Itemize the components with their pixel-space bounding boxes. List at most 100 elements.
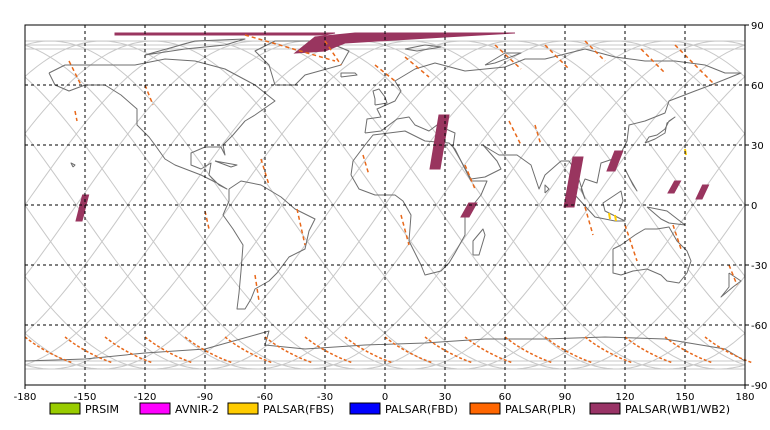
coastline	[624, 168, 638, 192]
coastline	[720, 272, 742, 298]
legend-label: PALSAR(PLR)	[505, 403, 576, 416]
coastline	[574, 190, 626, 222]
plr-swath	[244, 34, 336, 62]
plr-swath	[664, 336, 714, 364]
legend-item: AVNIR-2	[139, 402, 219, 416]
legend-swatch	[589, 402, 621, 415]
plr-swath	[224, 336, 274, 364]
coastline	[646, 206, 686, 226]
y-tick-label: 0	[751, 201, 757, 212]
y-tick-label: 30	[751, 141, 764, 152]
plr-swath	[624, 336, 674, 364]
fbs-swath	[614, 214, 617, 222]
coastline	[24, 330, 746, 362]
wb-swath	[460, 202, 478, 218]
y-axis-ticks: 90 60 30 0 -30 -60 -90	[745, 21, 767, 392]
plr-swath	[184, 336, 234, 364]
plr-swath	[494, 44, 522, 70]
coastline	[372, 88, 388, 106]
plr-swath	[584, 206, 594, 236]
plr-swath	[304, 336, 354, 364]
plr-swath	[464, 336, 514, 364]
wb-swath	[606, 150, 624, 172]
plr-swath	[508, 120, 522, 146]
plr-swath	[674, 44, 716, 86]
fbs-swath	[608, 212, 611, 220]
plr-swath	[584, 336, 634, 364]
coastline	[222, 180, 316, 310]
x-tick-label: -150	[74, 392, 97, 403]
coastline	[472, 228, 486, 256]
plr-swath	[544, 336, 594, 364]
coastline	[144, 38, 246, 56]
plr-swath	[104, 336, 154, 364]
plr-swath	[264, 336, 314, 364]
x-tick-label: 30	[439, 392, 452, 403]
plr-swath	[534, 124, 542, 146]
plr-swath	[324, 40, 342, 66]
y-tick-label: 90	[751, 21, 764, 32]
x-axis-ticks: -180 -150 -120 -90 -60 -30 0 30 60 90 120 150 180	[14, 385, 755, 403]
plr-swath	[64, 336, 114, 364]
plr-swath	[464, 164, 476, 190]
plr-swath	[144, 84, 154, 106]
wb-swaths	[75, 32, 710, 222]
legend-label: PALSAR(WB1/WB2)	[625, 403, 730, 416]
map-grid	[25, 25, 745, 385]
coastline	[340, 72, 358, 78]
legend-swatch	[469, 402, 501, 415]
y-tick-label: 60	[751, 81, 764, 92]
x-tick-label: -30	[317, 392, 333, 403]
x-tick-label: -60	[257, 392, 273, 403]
legend-label: PALSAR(FBS)	[263, 403, 334, 416]
plr-swath	[624, 224, 638, 262]
legend-label: PRSIM	[85, 403, 119, 416]
wb-swath	[429, 114, 450, 170]
legend-item: PALSAR(FBD)	[349, 402, 458, 416]
x-tick-label: -180	[14, 392, 37, 403]
plr-swath	[404, 56, 430, 78]
y-tick-label: -90	[751, 381, 767, 392]
coastline	[484, 52, 522, 66]
plr-swath	[344, 336, 394, 364]
x-tick-label: 120	[615, 392, 634, 403]
x-tick-label: -120	[134, 392, 157, 403]
legend-item: PRSIM	[49, 402, 119, 416]
plr-swath	[384, 336, 434, 364]
plr-swath	[640, 48, 666, 74]
legend-swatch	[139, 402, 171, 415]
legend-swatch	[49, 402, 81, 415]
legend-item: PALSAR(FBS)	[227, 402, 334, 416]
coastline	[544, 184, 550, 194]
plr-swath	[424, 336, 474, 364]
legend-label: AVNIR-2	[175, 403, 219, 416]
legend-label: PALSAR(FBD)	[385, 403, 458, 416]
plr-swath	[544, 44, 570, 70]
x-tick-label: 180	[735, 392, 754, 403]
plr-swath	[362, 154, 370, 176]
wb-swath	[563, 156, 584, 208]
coastline	[48, 58, 276, 190]
legend-item: PALSAR(WB1/WB2)	[589, 402, 730, 416]
x-tick-label: 90	[559, 392, 572, 403]
legend-swatch	[227, 402, 259, 415]
plr-swath	[24, 336, 74, 364]
plr-swath	[504, 336, 554, 364]
plr-swaths	[24, 34, 754, 364]
coastline	[404, 44, 442, 52]
plr-swath	[144, 336, 194, 364]
coastline	[350, 130, 488, 276]
plr-swath	[296, 208, 306, 246]
plr-swath	[584, 40, 606, 62]
wb-swath	[695, 184, 710, 200]
coastline	[644, 116, 676, 144]
y-tick-label: -60	[751, 321, 767, 332]
plr-swath	[68, 60, 82, 86]
plr-swath	[374, 64, 396, 82]
plr-swath	[672, 224, 682, 250]
plr-swath	[204, 210, 210, 230]
plr-swath	[400, 214, 410, 246]
coastlines	[24, 38, 746, 362]
x-tick-label: 60	[499, 392, 512, 403]
